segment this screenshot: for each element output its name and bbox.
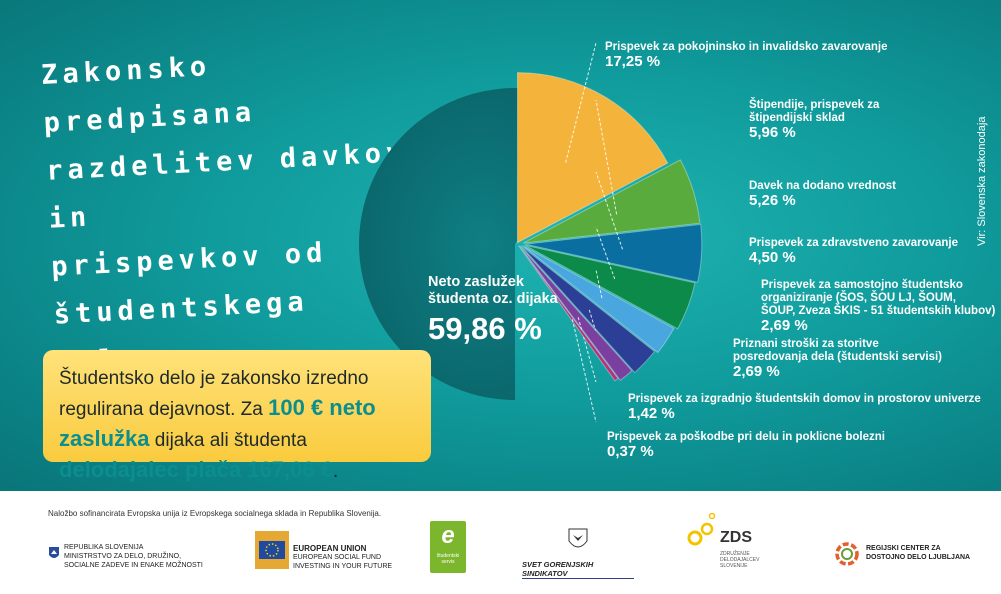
slice-value-label: 1,42 % [628,405,675,422]
slice-label: Priznani stroški za storitve [733,338,879,350]
slice-label: Štipendije, prispevek za [749,98,880,111]
net-label: študenta oz. dijaka [428,291,559,307]
net-label: Neto zaslužek [428,274,525,290]
footer: Naložbo sofinancirata Evropska unija iz … [0,491,1001,594]
zds-line: SLOVENIJE [720,563,748,569]
eu-line: INVESTING IN YOUR FUTURE [293,563,393,570]
pie-slice [518,245,619,382]
sgs-label: SVET GORENJSKIH SINDIKATOV [522,560,634,579]
zds-line: DELODAJALCEV [720,557,760,563]
info-text: dijaka ali študenta [149,430,307,451]
slice-value-label: 17,25 % [605,53,660,70]
slice-value-label: 2,69 % [761,317,808,334]
rc-line: REGIJSKI CENTER ZA [866,545,941,552]
ministry-line: SOCIALNE ZADEVE IN ENAKE MOŽNOSTI [64,562,203,569]
eu-flag-icon [255,531,289,569]
zds-sub: ZDRUŽENJE DELODAJALCEV SLOVENIJE [720,551,759,569]
info-text: Študentsko delo je zakonsko izredno regu… [59,368,369,420]
slice-label: posredovanja dela (študentski servisi) [733,351,942,363]
slice-label: organiziranje (ŠOS, ŠOU LJ, ŠOUM, [761,291,956,304]
slice-value-label: 2,69 % [733,363,780,380]
slice-label: Prispevek za samostojno študentsko [761,279,963,291]
ring-icon [835,542,859,566]
slice-label: Prispevek za zdravstveno zavarovanje [749,237,958,249]
e-letter-icon: e [441,522,455,549]
slice-label: Davek na dodano vrednost [749,180,896,192]
servis-label: študentski servis [436,553,460,565]
info-box: Študentsko delo je zakonsko izredno regu… [43,350,431,482]
slice-label: Prispevek za izgradnjo študentskih domov… [628,393,981,405]
pie-slice [522,245,675,354]
coat-of-arms-icon [49,547,59,558]
pie-slice [524,244,696,330]
funding-note: Naložbo sofinancirata Evropska unija iz … [48,509,382,518]
zds-line: ZDRUŽENJE [720,551,750,557]
eu-line: EUROPEAN SOCIAL FUND [293,554,382,561]
slice-value-label: 5,26 % [749,192,796,209]
ministry-line: MINISTRSTVO ZA DELO, DRUŽINO, [64,553,182,560]
leader-line [577,317,597,383]
eagle-crest-icon [568,528,588,548]
info-highlight: delodajalec plača 167,06 € [59,457,333,482]
leader-line [595,171,623,250]
slice-label: Prispevek za poškodbe pri delu in poklic… [607,431,885,443]
leader-line [595,226,616,280]
source-note: Vir: Slovenska zakonodaja [976,116,988,246]
eu-line: EUROPEAN UNION [293,544,367,553]
slice-label: ŠOUP, Zveza ŠKIS - 51 študentskih klubov… [761,304,995,317]
info-highlight: 100 € neto zaslužka [59,395,376,451]
ministry-line: REPUBLIKA SLOVENIJA [64,544,144,551]
zds-circles-icon [687,513,716,546]
pie-slice [520,245,656,374]
zds-label: ZDS [720,529,752,546]
info-text: . [332,461,339,482]
student-servis-logo: e študentski servis [430,521,466,573]
pie-slice [525,223,703,283]
leader-line [595,99,618,215]
slice-value-label: 0,37 % [607,443,654,460]
leader-line [571,319,597,423]
slice-value-label: 5,96 % [749,124,796,141]
slice-label: štipendijski sklad [749,112,845,124]
pie-slice [522,159,701,244]
slice-label: Prispevek za pokojninsko in invalidsko z… [605,41,888,53]
pie-slice [519,245,633,381]
slice-value-label: 4,50 % [749,249,796,266]
rc-line: DOSTOJNO DELO LJUBLJANA [866,554,971,561]
net-value-label: 59,86 % [428,311,542,346]
leader-line [565,42,597,163]
leader-line [588,309,597,333]
pie-slice [516,72,669,244]
